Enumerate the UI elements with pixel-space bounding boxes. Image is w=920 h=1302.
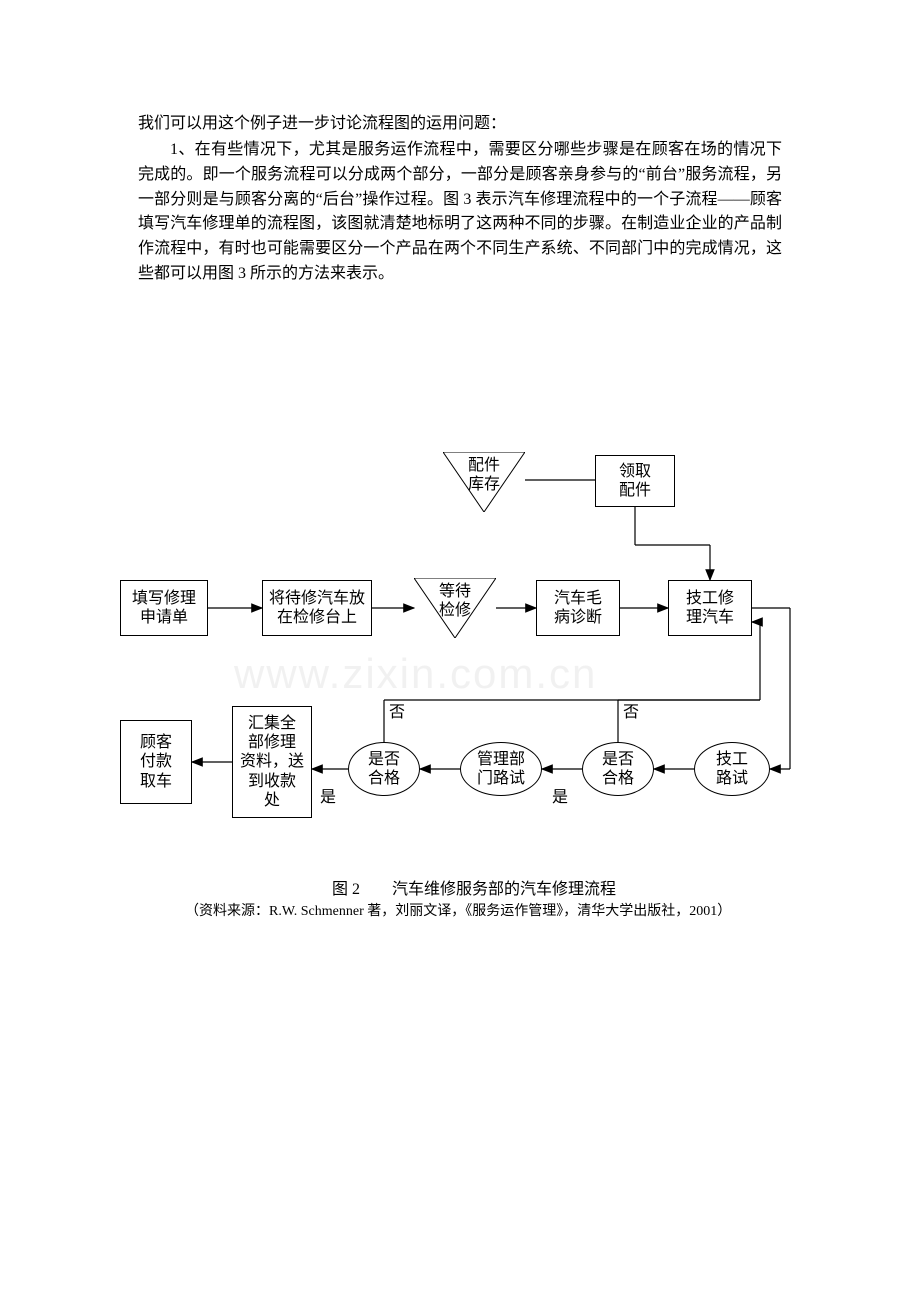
flow-node-pay_pickup: 顾客 付款 取车 <box>120 720 192 804</box>
flow-node-diagnose: 汽车毛 病诊断 <box>536 580 620 636</box>
flow-node-pass1: 是否 合格 <box>582 742 654 796</box>
flow-node-label-compile_send: 汇集全 部修理 资料，送 到收款 处 <box>240 714 304 810</box>
flowchart-diagram: 配件 库存 领取 配件填写修理 申请单 将待修汽车放 在检修台上 等待 检修 汽车毛 病… <box>0 0 920 870</box>
flow-node-label-wait_inspect: 等待 检修 <box>439 578 471 620</box>
figure-title: 图 2 汽车维修服务部的汽车修理流程 <box>332 875 616 899</box>
flow-node-label-pickup_parts: 领取 配件 <box>619 462 651 500</box>
flow-node-label-fill_form: 填写修理 申请单 <box>132 589 196 627</box>
page-container: 我们可以用这个例子进一步讨论流程图的运用问题： 1、在有些情况下，尤其是服务运作… <box>0 0 920 1302</box>
flow-node-label-pass2: 是否 合格 <box>368 750 400 788</box>
flow-node-put_on_stand: 将待修汽车放 在检修台上 <box>262 580 372 636</box>
flow-node-label-mech_test: 技工 路试 <box>716 750 748 788</box>
flow-node-pickup_parts: 领取 配件 <box>595 455 675 507</box>
flow-node-label-parts_store: 配件 库存 <box>468 452 500 494</box>
flow-node-mech_repair: 技工修 理汽车 <box>668 580 752 636</box>
flow-node-label-mech_repair: 技工修 理汽车 <box>686 589 734 627</box>
flow-node-label-pass1: 是否 合格 <box>602 750 634 788</box>
flow-node-label-diagnose: 汽车毛 病诊断 <box>554 589 602 627</box>
flow-node-pass2: 是否 合格 <box>348 742 420 796</box>
edge-label-0: 否 <box>389 698 405 722</box>
flow-node-parts_store: 配件 库存 <box>443 452 525 512</box>
flow-node-label-mgmt_test: 管理部 门路试 <box>477 750 525 788</box>
edge-label-1: 是 <box>320 783 336 807</box>
edge-label-3: 是 <box>552 783 568 807</box>
flow-node-fill_form: 填写修理 申请单 <box>120 580 208 636</box>
edge-label-2: 否 <box>623 698 639 722</box>
flow-node-mech_test: 技工 路试 <box>694 742 770 796</box>
flow-node-label-put_on_stand: 将待修汽车放 在检修台上 <box>269 589 365 627</box>
figure-source: （资料来源：R.W. Schmenner 著，刘丽文译，《服务运作管理》，清华大… <box>185 900 731 920</box>
flow-node-label-pay_pickup: 顾客 付款 取车 <box>140 733 172 791</box>
flow-node-wait_inspect: 等待 检修 <box>414 578 496 638</box>
flow-node-mgmt_test: 管理部 门路试 <box>460 742 542 796</box>
flow-node-compile_send: 汇集全 部修理 资料，送 到收款 处 <box>232 706 312 818</box>
